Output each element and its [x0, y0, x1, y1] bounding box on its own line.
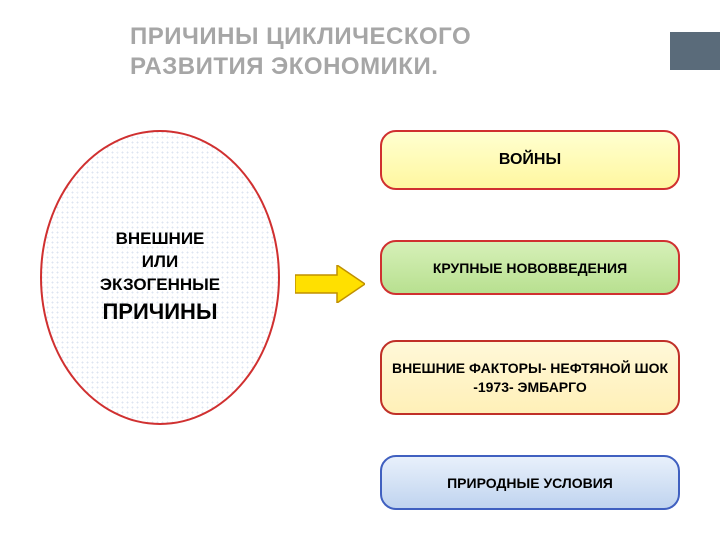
page-title: ПРИЧИНЫ ЦИКЛИЧЕСКОГО РАЗВИТИЯ ЭКОНОМИКИ. [130, 22, 590, 82]
box-wars: ВОЙНЫ [380, 130, 680, 190]
ellipse-line-2: ИЛИ [100, 251, 220, 274]
decor-bar [670, 32, 720, 70]
box-innovations-label: КРУПНЫЕ НОВОВВЕДЕНИЯ [433, 260, 627, 276]
ellipse-line-1: ВНЕШНИЕ [100, 228, 220, 251]
box-oil-shock: ВНЕШНИЕ ФАКТОРЫ- НЕФТЯНОЙ ШОК -1973- ЭМБ… [380, 340, 680, 415]
box-nature: ПРИРОДНЫЕ УСЛОВИЯ [380, 455, 680, 510]
box-innovations: КРУПНЫЕ НОВОВВЕДЕНИЯ [380, 240, 680, 295]
box-nature-label: ПРИРОДНЫЕ УСЛОВИЯ [447, 475, 613, 491]
ellipse-line-3: ЭКЗОГЕННЫЕ [100, 274, 220, 297]
box-oil-shock-label: ВНЕШНИЕ ФАКТОРЫ- НЕФТЯНОЙ ШОК -1973- ЭМБ… [390, 359, 670, 395]
ellipse-line-4: ПРИЧИНЫ [100, 297, 220, 327]
ellipse-label: ВНЕШНИЕ ИЛИ ЭКЗОГЕННЫЕ ПРИЧИНЫ [100, 228, 220, 327]
causes-ellipse: ВНЕШНИЕ ИЛИ ЭКЗОГЕННЫЕ ПРИЧИНЫ [40, 130, 280, 425]
arrow-shape [295, 265, 365, 303]
box-wars-label: ВОЙНЫ [499, 151, 561, 169]
arrow-icon [295, 265, 365, 303]
title-line-1: ПРИЧИНЫ ЦИКЛИЧЕСКОГО [130, 23, 471, 50]
title-line-2: РАЗВИТИЯ ЭКОНОМИКИ. [130, 53, 438, 80]
